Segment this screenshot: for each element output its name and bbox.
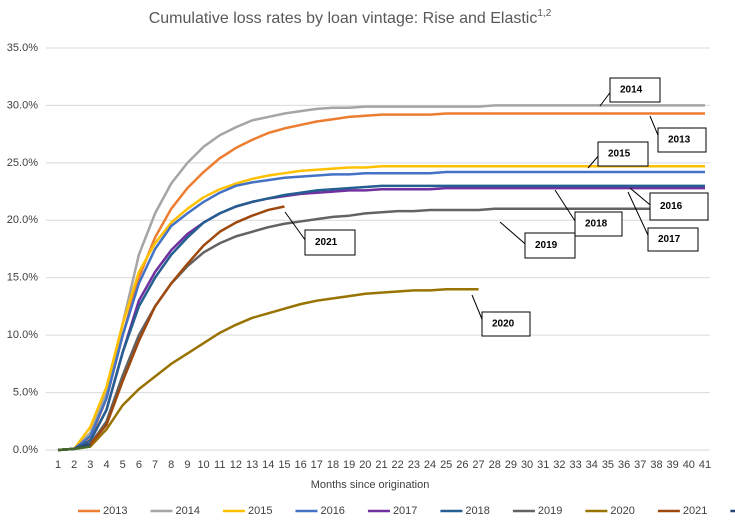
legend-label: 2021 bbox=[683, 505, 707, 517]
series-line bbox=[57, 165, 705, 452]
title-superscript: 1,2 bbox=[537, 8, 551, 19]
x-tick-label: 8 bbox=[168, 459, 174, 471]
x-tick-label: 11 bbox=[214, 459, 225, 471]
x-tick-label: 39 bbox=[667, 459, 679, 471]
series-line bbox=[57, 170, 705, 452]
legend-label: 2019 bbox=[538, 505, 562, 517]
series-line bbox=[57, 184, 705, 452]
callout-line bbox=[499, 221, 528, 246]
series-line bbox=[57, 186, 705, 452]
legend-label: 2014 bbox=[175, 505, 199, 517]
chart-title: Cumulative loss rates by loan vintage: R… bbox=[149, 8, 552, 28]
x-tick-label: 36 bbox=[618, 459, 630, 471]
legend-label: 2018 bbox=[465, 505, 489, 517]
x-tick-label: 28 bbox=[489, 459, 501, 471]
callout-label: 2015 bbox=[608, 149, 631, 160]
callout-label: 2016 bbox=[660, 201, 683, 212]
x-tick-label: 24 bbox=[424, 459, 436, 471]
legend-label: 2016 bbox=[320, 505, 344, 517]
x-tick-label: 38 bbox=[650, 459, 662, 471]
x-tick-label: 9 bbox=[184, 459, 190, 471]
x-tick-label: 19 bbox=[343, 459, 355, 471]
callout-box bbox=[574, 211, 623, 237]
callout-label: 2019 bbox=[535, 240, 558, 251]
callout-label: 2014 bbox=[620, 85, 643, 96]
x-tick-label: 1 bbox=[55, 459, 61, 471]
x-tick-label: 12 bbox=[230, 459, 242, 471]
y-tick-label: 5.0% bbox=[13, 386, 38, 398]
x-tick-label: 25 bbox=[440, 459, 452, 471]
x-tick-label: 6 bbox=[136, 459, 142, 471]
x-tick-label: 4 bbox=[103, 459, 109, 471]
x-tick-label: 27 bbox=[472, 459, 484, 471]
legend-label: 2020 bbox=[610, 505, 634, 517]
series-line bbox=[57, 287, 479, 452]
series-line bbox=[57, 205, 285, 452]
callout-line bbox=[284, 211, 308, 243]
callout-line bbox=[554, 189, 578, 225]
x-tick-label: 13 bbox=[246, 459, 258, 471]
callout-box bbox=[524, 232, 576, 259]
callout-box bbox=[609, 77, 661, 103]
x-tick-label: 16 bbox=[295, 459, 307, 471]
x-tick-label: 31 bbox=[537, 459, 549, 471]
x-tick-label: 26 bbox=[456, 459, 468, 471]
x-tick-label: 10 bbox=[197, 459, 209, 471]
series-line bbox=[57, 104, 705, 452]
title-main: Cumulative loss rates by loan vintage: R… bbox=[149, 10, 538, 27]
legend-label: 2015 bbox=[248, 505, 272, 517]
y-tick-label: 35.0% bbox=[7, 42, 38, 54]
callout-label: 2020 bbox=[492, 319, 515, 330]
x-tick-label: 23 bbox=[408, 459, 420, 471]
legend-label: 2017 bbox=[393, 505, 417, 517]
x-tick-label: 22 bbox=[392, 459, 404, 471]
x-tick-label: 41 bbox=[699, 459, 711, 471]
callout-box bbox=[647, 227, 699, 252]
x-tick-label: 37 bbox=[634, 459, 646, 471]
x-tick-label: 3 bbox=[87, 459, 93, 471]
callout-label: 2013 bbox=[668, 135, 691, 146]
y-tick-label: 25.0% bbox=[7, 157, 38, 169]
callout-box bbox=[481, 311, 531, 337]
legend-label: 2013 bbox=[103, 505, 127, 517]
callout-box bbox=[657, 127, 707, 153]
y-tick-label: 10.0% bbox=[7, 329, 38, 341]
series-line bbox=[57, 112, 705, 452]
x-tick-label: 7 bbox=[152, 459, 158, 471]
callout-box bbox=[597, 141, 649, 167]
callout-line bbox=[629, 187, 653, 207]
x-tick-label: 29 bbox=[505, 459, 517, 471]
x-tick-label: 15 bbox=[278, 459, 290, 471]
x-tick-label: 18 bbox=[327, 459, 339, 471]
callout-label: 2021 bbox=[315, 237, 338, 248]
y-tick-label: 0.0% bbox=[13, 444, 38, 456]
x-tick-label: 34 bbox=[586, 459, 598, 471]
x-tick-label: 5 bbox=[120, 459, 126, 471]
x-tick-label: 30 bbox=[521, 459, 533, 471]
x-tick-label: 17 bbox=[311, 459, 323, 471]
callout-line bbox=[627, 191, 651, 240]
x-tick-label: 2 bbox=[71, 459, 77, 471]
y-tick-label: 15.0% bbox=[7, 272, 38, 284]
x-tick-label: 33 bbox=[569, 459, 581, 471]
x-tick-label: 14 bbox=[262, 459, 274, 471]
series-line bbox=[57, 445, 91, 452]
callout-box bbox=[649, 192, 709, 221]
callout-box bbox=[304, 229, 356, 256]
x-tick-label: 32 bbox=[553, 459, 565, 471]
y-tick-label: 20.0% bbox=[7, 214, 38, 226]
callout-label: 2018 bbox=[585, 219, 608, 230]
y-tick-label: 30.0% bbox=[7, 99, 38, 111]
x-tick-label: 20 bbox=[359, 459, 371, 471]
callout-label: 2017 bbox=[658, 234, 681, 245]
x-tick-label: 40 bbox=[683, 459, 695, 471]
x-tick-label: 21 bbox=[375, 459, 387, 471]
x-axis-label: Months since origination bbox=[311, 479, 430, 491]
x-tick-label: 35 bbox=[602, 459, 614, 471]
